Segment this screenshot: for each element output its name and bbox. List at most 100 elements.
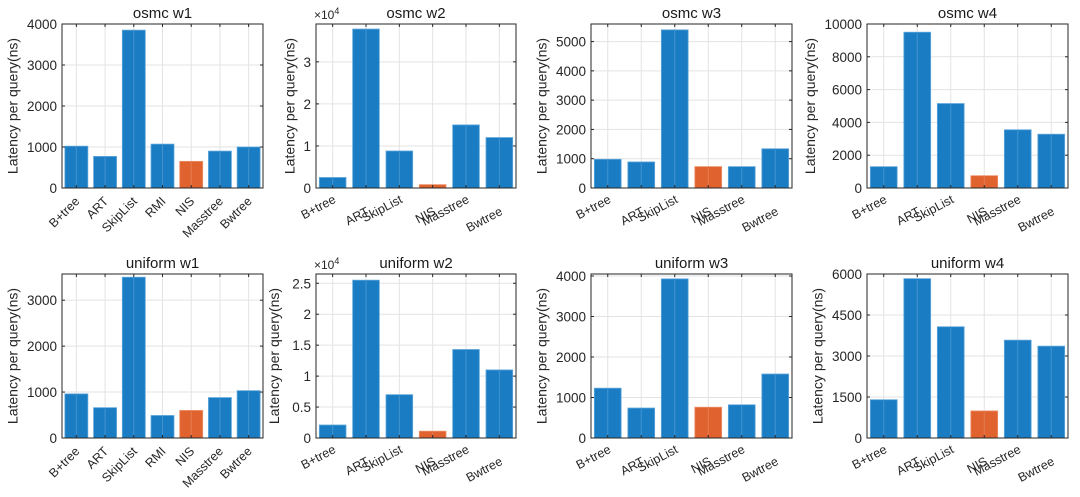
y-tick-label: 0: [303, 181, 311, 196]
bar-b-tree: [593, 158, 622, 189]
y-tick-label: 0: [49, 181, 57, 196]
x-tick-label: Bwtree: [464, 454, 505, 485]
x-tick-label: B+tree: [574, 192, 613, 222]
x-tick-label: Bwtree: [1016, 454, 1057, 485]
x-tick-label: Bwtree: [740, 204, 781, 235]
subplot-title: osmc w3: [662, 5, 721, 22]
x-tick-label: SkipList: [360, 192, 406, 225]
bar-masstree: [1003, 129, 1032, 189]
bar-art: [627, 161, 656, 189]
y-tick-label: 4000: [556, 269, 586, 284]
plot-area: [867, 24, 1068, 188]
bar-masstree: [452, 349, 480, 439]
subplot-title: uniform w2: [379, 255, 452, 272]
y-tick-label: 3000: [556, 310, 586, 325]
y-tick-label: 3000: [27, 293, 57, 308]
bar-art: [627, 407, 656, 439]
x-tick-label: B+tree: [299, 442, 338, 472]
y-tick-label: 1000: [27, 385, 57, 400]
subplot-title: osmc w1: [133, 5, 192, 22]
axes-box: [866, 23, 1069, 189]
y-tick-label: 4000: [27, 17, 57, 32]
x-tick-label: B+tree: [574, 442, 613, 472]
y-tick-label: 1500: [832, 390, 862, 405]
x-tick-label: RMI: [143, 194, 169, 220]
bar-skiplist: [936, 326, 965, 439]
y-tick-label: 4000: [832, 115, 862, 130]
y-tick-label: 0: [578, 431, 586, 446]
y-exponent-label: ×104: [314, 6, 339, 22]
y-tick-label: 6000: [832, 83, 862, 98]
y-tick-label: 10000: [824, 17, 862, 32]
x-tick-label: Bwtree: [464, 204, 505, 235]
plot-area: [316, 24, 516, 188]
y-tick-label: 2.5: [292, 276, 311, 291]
bar-skiplist: [385, 394, 414, 439]
y-exponent-power: 4: [334, 256, 339, 266]
bar-art: [903, 278, 932, 439]
y-axis-label: Latency per query(ns): [5, 288, 21, 424]
y-exponent-label: ×104: [314, 256, 339, 272]
y-tick-label: 2000: [556, 122, 586, 137]
bar-masstree: [452, 124, 480, 189]
y-axis-label: Latency per query(ns): [5, 38, 21, 174]
axes-box: [315, 273, 517, 439]
plot-area: [316, 274, 516, 438]
subplot-title: osmc w2: [386, 5, 445, 22]
bar-nis: [970, 410, 999, 439]
y-axis-label: Latency per query(ns): [281, 38, 297, 174]
y-tick-label: 4000: [556, 64, 586, 79]
y-tick-label: 1000: [556, 391, 586, 406]
subplot-title: uniform w1: [126, 255, 199, 272]
subplot-title: uniform w3: [655, 255, 728, 272]
bar-bwtree: [1037, 133, 1066, 189]
bar-skiplist: [660, 29, 689, 189]
bar-masstree: [727, 404, 756, 439]
x-tick-label: B+tree: [850, 192, 889, 222]
axes-box: [590, 273, 793, 439]
y-tick-label: 3000: [556, 93, 586, 108]
y-tick-label: 0: [49, 431, 57, 446]
y-tick-label: 4500: [832, 308, 862, 323]
y-tick-label: 1.5: [292, 338, 311, 353]
axes-box: [315, 23, 517, 189]
x-tick-label: SkipList: [360, 442, 406, 475]
y-axis-label: Latency per query(ns): [266, 288, 282, 424]
x-tick-label: B+tree: [850, 442, 889, 472]
y-tick-label: 1000: [556, 152, 586, 167]
bar-art: [352, 28, 380, 189]
axes-box: [590, 23, 793, 189]
y-tick-label: 8000: [832, 50, 862, 65]
y-tick-label: 3: [303, 55, 311, 70]
y-axis-label: Latency per query(ns): [810, 288, 826, 424]
y-tick-label: 5000: [556, 35, 586, 50]
x-tick-label: B+tree: [299, 192, 338, 222]
bar-skiplist: [385, 150, 414, 189]
x-tick-label: NIS: [173, 444, 198, 469]
y-tick-label: 1: [303, 139, 311, 154]
bar-bwtree: [1037, 345, 1066, 439]
x-tick-label: SkipList: [911, 192, 957, 225]
y-tick-label: 0.5: [292, 400, 311, 415]
y-axis-label: Latency per query(ns): [802, 38, 818, 174]
y-tick-label: 1: [303, 369, 311, 384]
y-axis-label: Latency per query(ns): [534, 38, 550, 174]
y-tick-label: 0: [303, 431, 311, 446]
x-tick-label: SkipList: [635, 442, 681, 475]
bar-bwtree: [485, 369, 514, 439]
y-tick-label: 0: [854, 181, 862, 196]
x-tick-label: NIS: [173, 194, 198, 219]
y-tick-label: 2000: [832, 148, 862, 163]
bar-art: [352, 279, 380, 439]
subplot-title: osmc w4: [938, 5, 997, 22]
x-tick-label: Bwtree: [217, 444, 254, 481]
y-tick-label: 2000: [27, 99, 57, 114]
bar-bwtree: [485, 137, 514, 189]
y-axis-label: Latency per query(ns): [534, 288, 550, 424]
